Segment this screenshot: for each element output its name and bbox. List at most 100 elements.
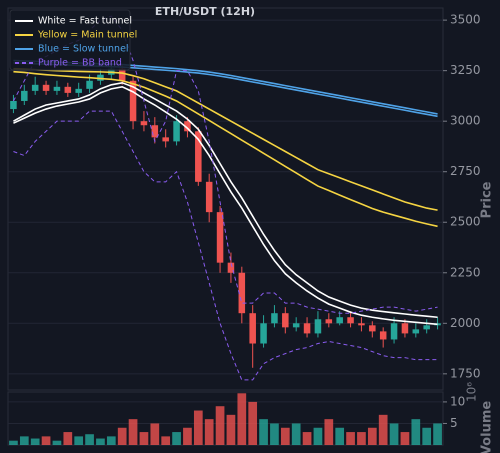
candle-body	[369, 325, 376, 332]
volume-bar	[248, 401, 258, 445]
volume-bar	[357, 432, 366, 445]
candle-body	[314, 319, 322, 334]
y-tick-label: 2750	[450, 164, 481, 178]
volume-bar	[367, 427, 377, 445]
candle-body	[347, 317, 354, 324]
volume-frame	[7, 391, 444, 446]
volume-bar	[324, 419, 334, 445]
candle-body	[97, 74, 104, 81]
candle-body	[271, 313, 278, 324]
candle-body	[53, 86, 61, 91]
candle-body	[325, 319, 333, 324]
legend-label: White = Fast tunnel	[38, 16, 132, 27]
candle-body	[423, 325, 430, 330]
candle-body	[173, 121, 180, 142]
y-tick-label: 10	[450, 394, 465, 408]
volume-bar	[150, 423, 160, 445]
candle-body	[86, 80, 93, 89]
legend-label: Purple = BB band	[38, 58, 122, 69]
chart-title: ETH/USDT (12H)	[155, 5, 255, 18]
volume-bar	[19, 436, 29, 445]
volume-bar	[215, 406, 225, 445]
volume-bar	[106, 436, 116, 445]
y-tick-label: 3250	[450, 63, 481, 77]
candle-body	[10, 100, 17, 110]
plot: 1750 2000 2250 2500 2750 3000 3250 3500 5 10 White…	[8, 9, 481, 445]
candle-body	[401, 323, 409, 334]
volume-offset-label: 10⁶	[465, 382, 479, 402]
candle-body	[249, 313, 256, 344]
volume-bar	[226, 414, 236, 445]
volume-bar	[237, 393, 247, 445]
volume-bar	[63, 432, 73, 445]
volume-bar	[378, 414, 388, 445]
volume-bar	[74, 436, 84, 445]
volume-bar	[422, 427, 432, 445]
candle-body	[292, 323, 300, 328]
y-tick-label: 1750	[450, 366, 481, 380]
candle-body	[238, 272, 246, 314]
y-axis-label: Price	[480, 181, 495, 218]
tunnel-line	[13, 85, 438, 326]
y-tick-label: 2500	[450, 215, 481, 229]
volume-bar	[41, 436, 51, 445]
candle-body	[42, 84, 50, 91]
volume-bar	[183, 427, 192, 445]
y-tick-label: 3500	[450, 13, 481, 27]
price-frame	[7, 7, 444, 391]
candle-body	[21, 90, 28, 101]
legend: White = Fast tunnel Yellow = Main tunnel B…	[9, 9, 137, 71]
volume-bar	[302, 432, 312, 445]
volume-bar	[96, 438, 105, 445]
volume-bar	[400, 432, 410, 445]
volume-axis-label: Volume	[480, 401, 495, 453]
volume-bar	[280, 427, 290, 445]
candle-body	[140, 121, 148, 126]
volume-bar	[9, 440, 18, 445]
candle-body	[379, 331, 387, 340]
candle-body	[195, 131, 202, 182]
candle-body	[282, 313, 289, 328]
tunnel-line	[13, 67, 438, 211]
candle-body	[205, 181, 213, 213]
candle-body	[390, 323, 398, 340]
legend-label: Blue = Slow tunnel	[38, 44, 129, 55]
candle-body	[31, 84, 39, 91]
volume-bar	[193, 410, 203, 445]
candle-body	[303, 323, 311, 334]
volume-bar	[291, 423, 301, 445]
candle-body	[336, 317, 343, 324]
candle-body	[216, 212, 224, 263]
candle-body	[412, 329, 420, 334]
volume-bar	[411, 419, 421, 445]
tunnel-line	[13, 81, 438, 319]
volume-bar	[433, 423, 442, 445]
volume-bar	[259, 419, 268, 445]
candle-body	[75, 88, 82, 93]
legend-box	[9, 9, 131, 71]
y-tick-label: 5	[450, 416, 458, 430]
volume-bar	[389, 423, 399, 445]
candle-body	[64, 86, 72, 93]
tunnel-line	[13, 110, 438, 381]
candle-body	[162, 137, 169, 142]
candle-body	[260, 323, 267, 344]
volume-bar	[139, 432, 149, 445]
volume-bar	[117, 427, 127, 445]
volume-bar	[161, 436, 171, 445]
volume-bar	[270, 423, 279, 445]
volume-bar	[204, 419, 214, 445]
candle-body	[118, 68, 126, 81]
y-tick-label: 2250	[450, 265, 481, 279]
volume-bar	[172, 432, 181, 445]
candle-body	[129, 80, 137, 122]
y-tick-label: 3000	[450, 114, 481, 128]
tunnel-line	[13, 70, 438, 228]
volume-bar	[346, 432, 355, 445]
candle-body	[227, 262, 235, 273]
volume-bar	[30, 438, 40, 445]
legend-label: Yellow = Main tunnel	[37, 30, 137, 41]
